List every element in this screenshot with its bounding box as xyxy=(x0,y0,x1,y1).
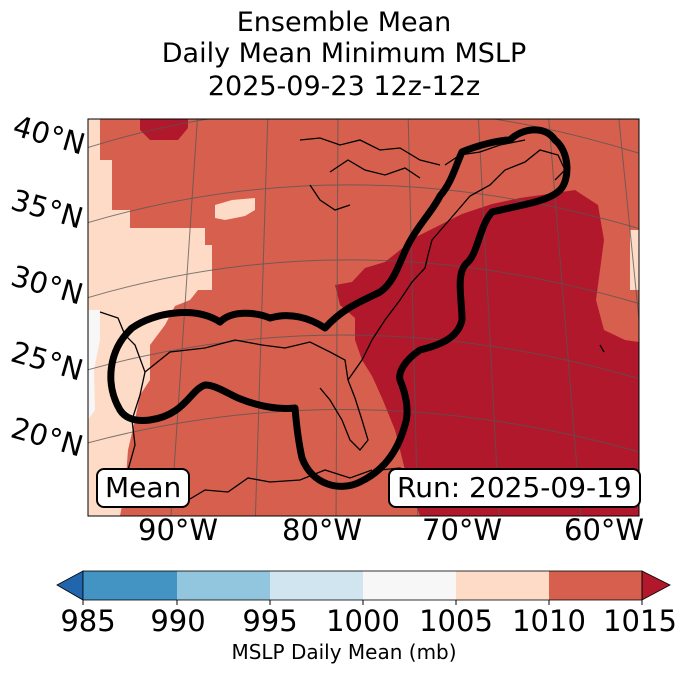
colorbar-bin-985-990 xyxy=(83,571,177,600)
colorbar-bin-1010-1015 xyxy=(549,571,642,600)
colorbar-tick-label: 1005 xyxy=(419,604,493,638)
colorbar-bin-990-995 xyxy=(177,571,270,600)
field-above-1015-north xyxy=(140,119,188,140)
colorbar-tick-label: 990 xyxy=(150,604,206,638)
field-1000-1005 xyxy=(88,310,100,420)
map-area xyxy=(88,119,639,516)
colorbar-bin-995-1000 xyxy=(270,571,363,600)
lon-label-80w: 80°W xyxy=(282,513,363,547)
colorbar-label: MSLP Daily Mean (mb) xyxy=(231,640,457,664)
mean-badge: Mean xyxy=(96,468,191,508)
colorbar-bin-1005-1010 xyxy=(456,571,549,600)
lon-label-70w: 70°W xyxy=(422,513,503,547)
field-1005-1010-patch xyxy=(215,198,255,220)
field-1005-1010-nw xyxy=(88,119,100,160)
threshold-contour xyxy=(107,126,571,490)
colorbar-tick-label: 1010 xyxy=(512,604,586,638)
map-frame xyxy=(87,118,640,517)
field-above-1015-atlantic xyxy=(335,190,639,516)
colorbar-tick-marks xyxy=(82,600,643,605)
field-1005-1010-west xyxy=(88,160,212,516)
colorbar-tick-label: 995 xyxy=(242,604,298,638)
title-line-1: Ensemble Mean xyxy=(236,7,452,38)
colorbar-extend-low xyxy=(56,570,84,601)
lon-label-60w: 60°W xyxy=(564,513,645,547)
lon-label-90w: 90°W xyxy=(138,513,219,547)
run-date-badge: Run: 2025-09-19 xyxy=(388,468,641,508)
title-line-2: Daily Mean Minimum MSLP xyxy=(161,38,527,69)
colorbar-tick-label: 985 xyxy=(60,604,116,638)
colorbar-bin-1000-1005 xyxy=(363,571,456,600)
field-1005-1010-east xyxy=(630,230,639,290)
colorbar-tick-label: 1000 xyxy=(326,604,400,638)
colorbar xyxy=(56,570,671,605)
graticule xyxy=(88,119,639,516)
title-line-3: 2025-09-23 12z-12z xyxy=(207,71,481,102)
colorbar-extend-high xyxy=(641,570,671,601)
colorbar-tick-label: 1015 xyxy=(603,604,677,638)
